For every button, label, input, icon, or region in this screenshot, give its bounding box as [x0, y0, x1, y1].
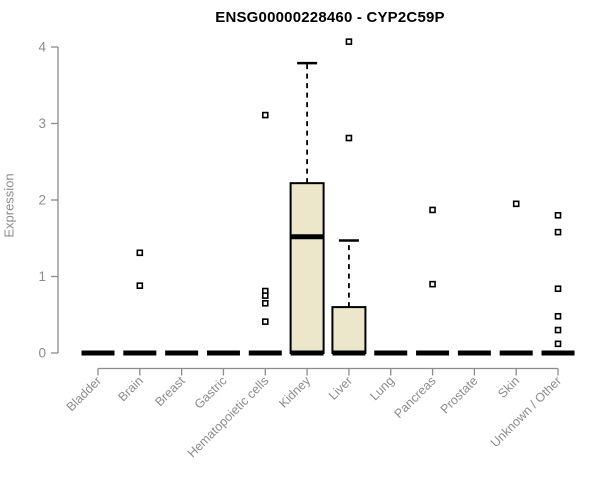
outlier-unknown-other-1	[554, 228, 562, 236]
y-tick-label-1: 1	[38, 269, 46, 284]
x-tick-label-hematopoietic-cells: Hematopoietic cells	[185, 374, 272, 461]
outlier-liver-0	[345, 38, 353, 45]
outlier-unknown-other-4	[554, 326, 562, 334]
x-tick-label-bladder: Bladder	[64, 374, 104, 414]
outlier-unknown-other-2	[554, 285, 562, 293]
x-tick-label-lung: Lung	[367, 374, 397, 404]
x-tick-label-prostate: Prostate	[438, 374, 481, 417]
x-tick-label-gastric: Gastric	[192, 374, 230, 412]
x-tick-label-breast: Breast	[152, 373, 188, 409]
outlier-skin-0	[512, 200, 520, 208]
y-tick-label-3: 3	[38, 116, 46, 131]
y-tick-label-2: 2	[38, 193, 46, 208]
outlier-hematopoietic-cells-0	[261, 111, 269, 119]
y-tick-label-4: 4	[38, 40, 46, 55]
box-kidney	[289, 182, 325, 354]
box-liver	[331, 306, 367, 355]
x-tick-label-kidney: Kidney	[276, 373, 313, 410]
outlier-brain-1	[136, 282, 144, 289]
x-tick-label-skin: Skin	[495, 374, 522, 401]
outlier-unknown-other-5	[554, 340, 562, 348]
x-tick-label-liver: Liver	[326, 374, 355, 403]
outlier-liver-1	[345, 134, 353, 142]
outlier-pancreas-1	[429, 280, 436, 288]
y-tick-label-0: 0	[38, 346, 46, 361]
x-tick-label-unknown-other: Unknown / Other	[488, 374, 564, 450]
outlier-unknown-other-0	[554, 212, 562, 219]
chart-title: ENSG00000228460 - CYP2C59P	[215, 9, 445, 26]
outlier-brain-0	[136, 249, 144, 257]
x-tick-label-brain: Brain	[115, 374, 146, 405]
outlier-pancreas-0	[429, 206, 436, 214]
outlier-unknown-other-3	[554, 312, 562, 320]
outlier-hematopoietic-cells-4	[261, 318, 269, 325]
outlier-hematopoietic-cells-3	[261, 299, 269, 307]
outlier-hematopoietic-cells-2	[261, 292, 269, 299]
x-tick-label-pancreas: Pancreas	[391, 374, 438, 421]
